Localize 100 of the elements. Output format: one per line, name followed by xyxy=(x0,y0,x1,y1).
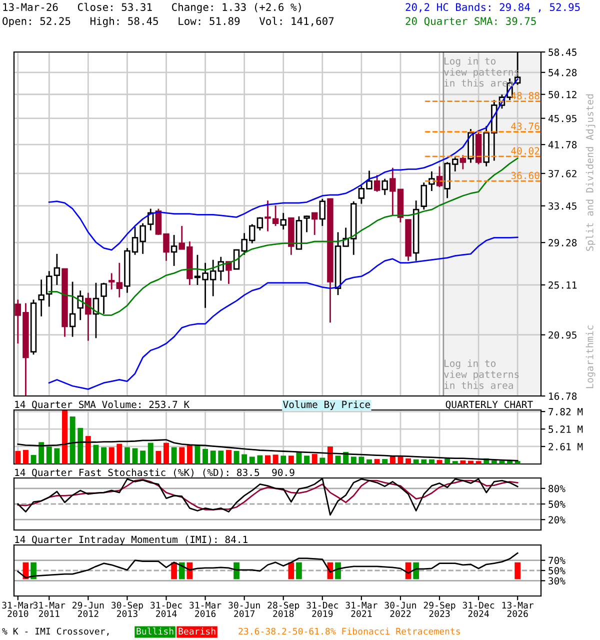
text: QUARTERLY CHART xyxy=(446,400,533,410)
bar xyxy=(234,450,240,464)
y-tick-label: 41.78 xyxy=(548,141,577,148)
text: 20 Quarter SMA: 39.75 xyxy=(406,17,536,26)
y-tick-label: 5.21 M xyxy=(548,426,583,433)
bar xyxy=(335,456,341,464)
bar xyxy=(140,450,146,464)
candlestick xyxy=(460,154,466,170)
text: 20,2 HC Bands: 29.84 , 52.95 xyxy=(406,2,580,12)
bar xyxy=(358,456,364,464)
bar xyxy=(164,442,169,464)
line-series xyxy=(48,236,518,390)
candlestick xyxy=(77,290,84,321)
ref-line-label: 40.02 xyxy=(511,147,540,155)
y-tick-label: 70% xyxy=(548,556,566,564)
bar xyxy=(210,450,216,464)
bar xyxy=(242,454,248,464)
bar xyxy=(257,455,263,464)
bar xyxy=(491,460,497,464)
y-tick-label: 7.82 M xyxy=(548,408,583,416)
chart-title: 14 Quarter SMA Volume: 253.7 K xyxy=(15,400,190,410)
chart-title: 14 Quarter Fast Stochastic (%K) (%D): 83.5 90.9 xyxy=(15,468,294,478)
y-tick-label: 16.78 xyxy=(549,392,577,400)
bar xyxy=(296,452,302,464)
candlestick xyxy=(116,262,123,298)
bar xyxy=(366,459,372,464)
bar xyxy=(156,450,162,464)
x-tick-label: 30-Jun 2022 xyxy=(384,602,416,618)
annotation: Log in to view patterns in this area xyxy=(444,359,519,389)
bar xyxy=(116,444,122,464)
bar xyxy=(54,448,60,464)
x-tick-label: 30-Sep 2013 xyxy=(112,602,143,618)
x-tick-label: 30-Jun 2017 xyxy=(228,602,260,618)
bar xyxy=(148,442,154,464)
bar xyxy=(38,442,44,464)
y-tick-label: 50% xyxy=(548,500,566,508)
bar xyxy=(390,456,396,464)
y-tick-label: 20% xyxy=(548,516,566,524)
ref-line-label: 43.76 xyxy=(511,122,540,130)
ref-line-label: 36.60 xyxy=(511,172,540,180)
bar xyxy=(312,454,318,464)
bar xyxy=(398,456,404,464)
x-tick-label: 31-Dec 2024 xyxy=(462,602,494,618)
bar xyxy=(413,459,419,464)
candlestick xyxy=(108,272,115,290)
candlestick xyxy=(382,178,388,196)
candlestick xyxy=(319,198,326,227)
bar xyxy=(460,460,466,464)
candlestick xyxy=(436,166,443,188)
bar xyxy=(327,446,333,464)
bar xyxy=(249,456,255,464)
candlestick xyxy=(226,261,232,285)
bar xyxy=(70,416,76,464)
y-tick-label: 54.28 xyxy=(548,68,577,76)
x-tick-label: 31-Mar 2010 xyxy=(2,602,34,618)
text: 23.6-38.2-50-61.8% Fibonacci Retracements xyxy=(238,628,460,635)
candlestick xyxy=(148,208,154,232)
x-tick-label: 29-Jun 2012 xyxy=(72,602,104,618)
bar xyxy=(93,444,99,464)
y-tick-label: 29.28 xyxy=(548,239,577,246)
bar xyxy=(350,456,356,464)
y-tick-label: 33.45 xyxy=(548,202,576,210)
x-tick-label: 31-Mar 2011 xyxy=(33,602,66,618)
candlestick xyxy=(54,253,60,286)
bar xyxy=(436,460,442,464)
x-tick-label: 31-Mar 2021 xyxy=(346,602,378,618)
bar xyxy=(46,446,52,464)
candlestick xyxy=(170,234,178,267)
x-tick-label: 31-Mar 2016 xyxy=(190,602,222,618)
y-tick-label: 58.45 xyxy=(548,48,576,56)
bar xyxy=(382,459,388,464)
bar xyxy=(406,458,412,464)
candlestick xyxy=(256,216,264,232)
bar xyxy=(428,459,434,464)
bar xyxy=(514,461,520,464)
bar xyxy=(226,450,232,464)
bar xyxy=(265,455,270,464)
text: Logarithmic xyxy=(586,326,596,388)
bar xyxy=(186,444,192,464)
y-tick-label: 20.95 xyxy=(548,331,576,339)
bar xyxy=(421,459,427,464)
y-tick-label: 50% xyxy=(548,567,566,574)
text: Bullish xyxy=(136,628,174,635)
candlestick xyxy=(46,270,52,308)
bar xyxy=(15,450,21,464)
line-series xyxy=(17,552,518,578)
bar xyxy=(194,444,200,464)
x-tick-label: 28-Sep 2018 xyxy=(268,602,300,618)
y-tick-label: 45.95 xyxy=(548,114,576,122)
bar xyxy=(62,410,68,464)
candlestick xyxy=(311,212,318,236)
bar xyxy=(22,450,28,464)
bar xyxy=(288,456,294,464)
candlestick xyxy=(85,292,92,342)
text: Bearish xyxy=(178,628,216,635)
bar xyxy=(202,448,208,464)
candlestick xyxy=(420,182,428,210)
bar xyxy=(132,448,138,464)
bar xyxy=(218,450,224,464)
bar xyxy=(476,461,482,464)
